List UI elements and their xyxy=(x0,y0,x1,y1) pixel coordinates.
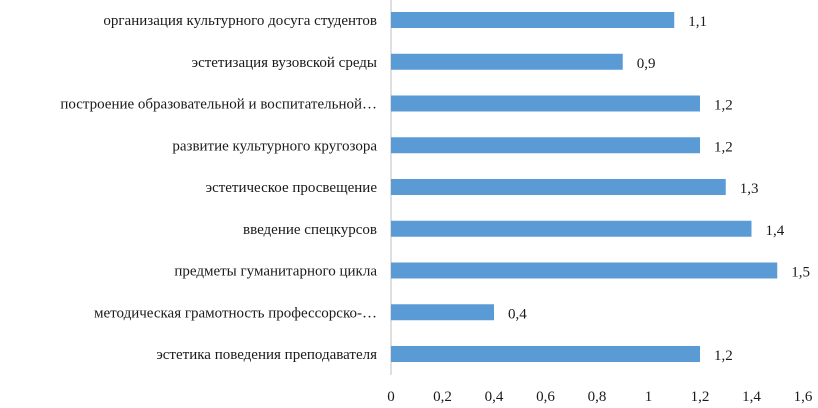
category-label: организация культурного досуга студентов xyxy=(103,13,377,29)
data-label: 1,2 xyxy=(714,98,733,114)
x-tick-label: 0,4 xyxy=(485,389,504,405)
data-label: 1,1 xyxy=(688,14,707,30)
category-label: методическая грамотность профессорско-… xyxy=(94,305,377,321)
bar xyxy=(391,262,778,279)
x-tick-label: 0,8 xyxy=(588,389,607,405)
data-label: 1,4 xyxy=(766,223,785,239)
category-label: эстетизация вузовской среды xyxy=(192,55,377,71)
category-label: построение образовательной и воспитатель… xyxy=(60,97,377,113)
bar xyxy=(391,137,700,154)
bar xyxy=(391,179,726,195)
bar xyxy=(391,12,675,28)
x-tick-label: 0,2 xyxy=(433,389,452,405)
plot-area: организация культурного досуга студентов… xyxy=(60,0,813,405)
bar xyxy=(391,95,700,112)
category-label: введение спецкурсов xyxy=(243,222,377,238)
category-label: эстетика поведения преподавателя xyxy=(156,347,377,363)
data-label: 1,2 xyxy=(714,139,733,155)
category-label: развитие культурного кругозора xyxy=(172,138,377,154)
x-tick-label: 0 xyxy=(387,389,395,405)
x-tick-label: 1,2 xyxy=(691,389,710,405)
category-label: предметы гуманитарного цикла xyxy=(174,264,377,280)
x-tick-label: 0,6 xyxy=(536,389,555,405)
data-label: 1,5 xyxy=(791,265,810,281)
x-tick-label: 1,4 xyxy=(742,389,761,405)
bar xyxy=(391,220,752,237)
category-label: эстетическое просвещение xyxy=(206,180,378,196)
data-label: 0,4 xyxy=(508,306,527,322)
data-label: 1,3 xyxy=(740,181,759,197)
bar xyxy=(391,304,494,321)
bar xyxy=(391,53,623,70)
x-tick-label: 1 xyxy=(645,389,653,405)
data-label: 1,2 xyxy=(714,348,733,364)
x-tick-label: 1,6 xyxy=(794,389,813,405)
bar xyxy=(391,346,700,362)
data-label: 0,9 xyxy=(637,56,656,72)
